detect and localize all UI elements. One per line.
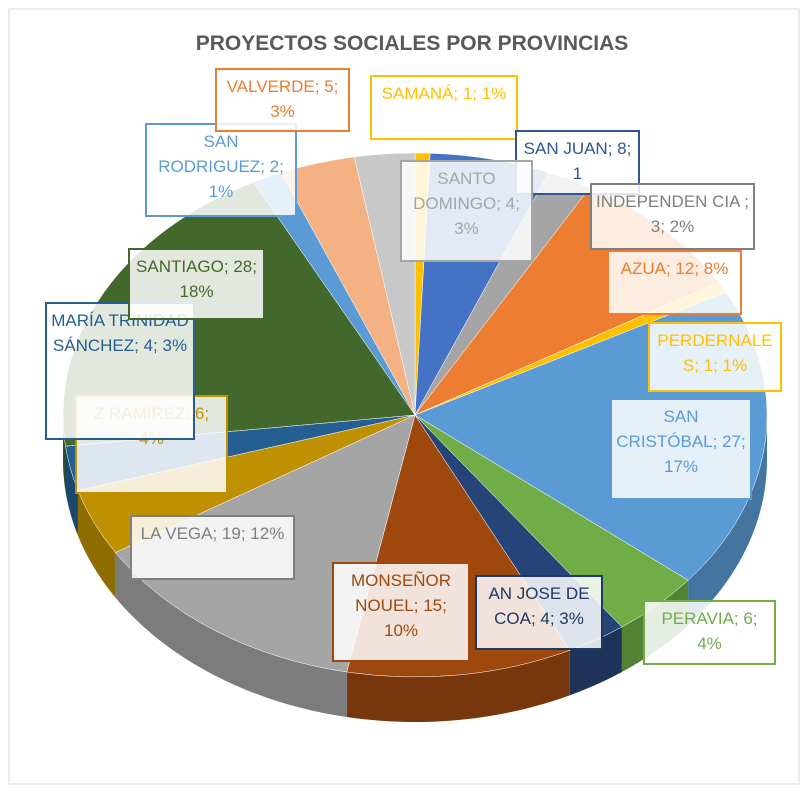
slice-side (77, 490, 116, 598)
chart-title: PROYECTOS SOCIALES POR PROVINCIAS (196, 32, 629, 55)
data-label: INDEPENDEN CIA ; 3; 2% (590, 183, 755, 250)
slice-side (115, 552, 347, 718)
data-label: SAN CRISTÓBAL; 27; 17% (610, 398, 752, 500)
slice-side (346, 650, 570, 722)
slice-side (688, 415, 767, 626)
data-label: AZUA; 12; 8% (607, 250, 742, 315)
data-label: SAMANÁ; 1; 1% (370, 75, 518, 140)
data-label: PERDERNALE S; 1; 1% (648, 322, 782, 392)
slice-side (569, 626, 622, 696)
data-label: SANTIAGO; 28; 18% (128, 248, 265, 320)
data-label: MONSEÑOR NOUEL; 15; 10% (332, 562, 470, 662)
data-label: MARÍA TRINIDAD SÁNCHEZ; 4; 3% (45, 302, 195, 440)
data-label: AN JOSE DE COA; 4; 3% (475, 575, 603, 650)
data-label: VALVERDE; 5; 3% (215, 68, 350, 132)
data-label: SAN RODRIGUEZ; 2; 1% (145, 123, 297, 217)
data-label: PERAVIA; 6; 4% (643, 600, 776, 665)
data-label: LA VEGA; 19; 12% (130, 515, 295, 580)
slice (353, 152, 416, 416)
data-label: SANTO DOMINGO; 4; 3% (400, 160, 533, 262)
slice-side (65, 446, 78, 536)
